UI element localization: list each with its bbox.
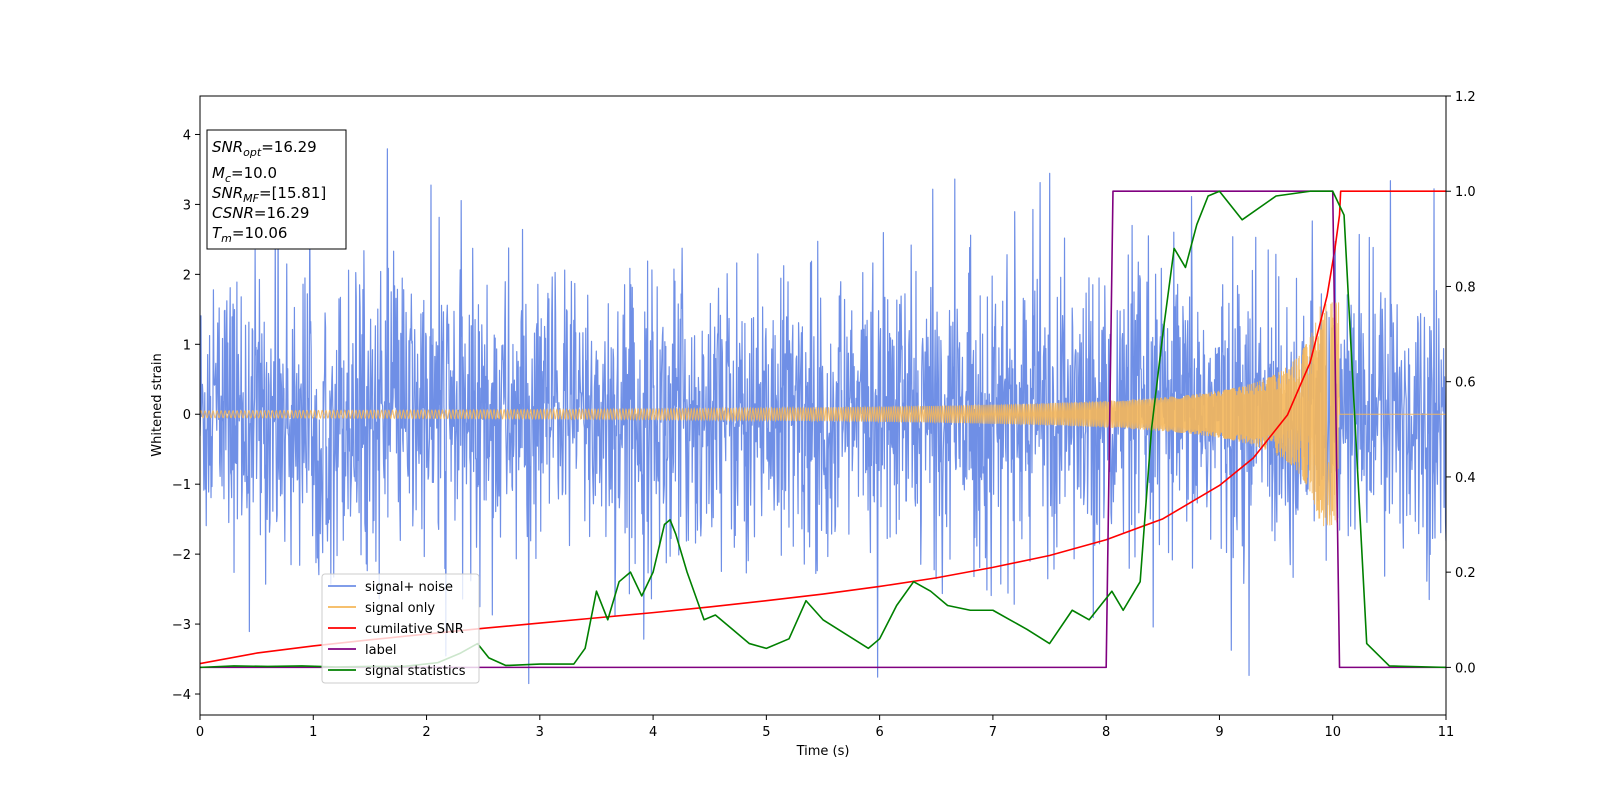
x-tick-label: 8	[1102, 725, 1110, 740]
info-line: Tm=10.06	[212, 224, 287, 245]
plot-frame	[199, 95, 1447, 716]
info-line: Mc=10.0	[212, 164, 277, 185]
x-axis: 0 1 2 3 4 5 6 7 8 9 10 11	[196, 715, 1454, 740]
y-axis-label: Whitened strain	[150, 353, 165, 456]
x-tick-label: 9	[1215, 725, 1223, 740]
y-right-tick-label: 0.0	[1455, 661, 1476, 676]
legend-frame	[321, 573, 480, 684]
y-right-tick-label: 1.2	[1455, 90, 1476, 105]
legend-entry: signal statistics	[365, 664, 466, 679]
series-signal-only	[200, 302, 1446, 527]
legend: signal+ noise signal only cumilative SNR la…	[321, 573, 480, 684]
x-tick-label: 10	[1324, 725, 1341, 740]
y-tick-label: −4	[172, 688, 191, 703]
y-right-tick-label: 0.2	[1455, 566, 1476, 581]
x-tick-label: 6	[875, 725, 883, 740]
y-tick-label: −1	[172, 478, 191, 493]
y-right-tick-label: 0.8	[1455, 280, 1476, 295]
info-box: SNRopt=16.29 Mc=10.0SNRMF=[15.81]CSNR=16.…	[206, 129, 347, 250]
y-tick-label: 1	[183, 338, 191, 353]
x-axis-label: Time (s)	[796, 744, 850, 759]
y-tick-label: 2	[183, 268, 191, 283]
legend-entry: label	[365, 643, 396, 658]
y-tick-label: 0	[183, 408, 191, 423]
x-tick-label: 11	[1438, 725, 1455, 740]
info-line: SNRopt=16.29	[212, 138, 317, 159]
y-axis-left: −4 −3 −2 −1 0 1 2 3 4	[172, 128, 200, 703]
y-axis-right: 0.0 0.2 0.4 0.6 0.8 1.0 1.2	[1446, 90, 1476, 676]
y-right-tick-label: 1.0	[1455, 185, 1476, 200]
x-tick-label: 7	[989, 725, 997, 740]
legend-entry: cumilative SNR	[365, 622, 464, 637]
x-tick-label: 2	[422, 725, 430, 740]
x-tick-label: 4	[649, 725, 657, 740]
x-tick-label: 1	[309, 725, 317, 740]
info-box-frame	[206, 129, 347, 250]
legend-entry: signal+ noise	[365, 580, 453, 595]
x-tick-label: 3	[536, 725, 544, 740]
info-line: CSNR=16.29	[212, 204, 309, 222]
x-tick-label: 5	[762, 725, 770, 740]
y-tick-label: 4	[183, 128, 191, 143]
info-line: SNRMF=[15.81]	[212, 184, 326, 205]
y-right-tick-label: 0.4	[1455, 471, 1476, 486]
legend-entry: signal only	[365, 601, 435, 616]
x-tick-label: 0	[196, 725, 204, 740]
series-signal-statistics	[200, 190, 1446, 669]
y-tick-label: −3	[172, 618, 191, 633]
y-right-tick-label: 0.6	[1455, 376, 1476, 391]
series-label	[200, 190, 1446, 669]
y-tick-label: 3	[183, 198, 191, 213]
y-tick-label: −2	[172, 548, 191, 563]
